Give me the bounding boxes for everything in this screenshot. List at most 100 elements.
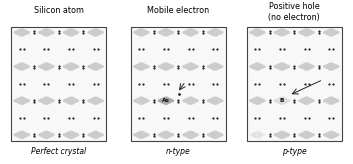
Circle shape	[329, 97, 334, 100]
Circle shape	[88, 100, 93, 102]
Circle shape	[283, 30, 287, 32]
Circle shape	[91, 64, 94, 66]
Circle shape	[186, 30, 195, 34]
Circle shape	[161, 64, 170, 69]
Circle shape	[48, 30, 51, 32]
Circle shape	[213, 34, 218, 36]
Circle shape	[68, 136, 73, 138]
Circle shape	[91, 33, 94, 35]
Circle shape	[329, 63, 334, 65]
Circle shape	[73, 65, 79, 68]
Circle shape	[192, 33, 195, 35]
Circle shape	[163, 97, 168, 100]
Circle shape	[66, 135, 70, 137]
Circle shape	[188, 29, 193, 31]
Circle shape	[44, 34, 49, 36]
Circle shape	[19, 29, 24, 31]
Circle shape	[329, 34, 334, 36]
Circle shape	[24, 65, 29, 68]
Circle shape	[250, 134, 255, 136]
Circle shape	[49, 134, 54, 136]
Circle shape	[277, 99, 281, 100]
Circle shape	[304, 102, 309, 104]
Circle shape	[93, 97, 98, 100]
Circle shape	[327, 64, 336, 69]
Circle shape	[161, 99, 165, 100]
Circle shape	[48, 99, 51, 100]
Circle shape	[253, 133, 256, 134]
Circle shape	[327, 30, 330, 32]
Circle shape	[283, 99, 287, 100]
Circle shape	[277, 64, 281, 66]
Circle shape	[23, 101, 26, 103]
Circle shape	[333, 64, 336, 66]
Circle shape	[68, 34, 73, 36]
Circle shape	[161, 101, 165, 103]
Circle shape	[302, 30, 311, 34]
Circle shape	[259, 33, 262, 35]
Circle shape	[139, 102, 144, 104]
Circle shape	[137, 30, 140, 32]
Circle shape	[42, 67, 45, 69]
Circle shape	[42, 99, 51, 103]
Circle shape	[161, 30, 170, 34]
Circle shape	[304, 136, 309, 138]
Circle shape	[143, 30, 146, 32]
Text: As: As	[162, 98, 170, 103]
Circle shape	[259, 101, 262, 103]
Circle shape	[134, 65, 139, 68]
Circle shape	[329, 131, 334, 134]
Circle shape	[66, 67, 70, 69]
Circle shape	[259, 30, 262, 32]
Circle shape	[210, 99, 214, 100]
Circle shape	[280, 34, 285, 36]
Bar	[131, 27, 226, 141]
Circle shape	[88, 31, 93, 34]
Circle shape	[255, 136, 260, 138]
Circle shape	[280, 136, 285, 138]
Circle shape	[183, 134, 188, 136]
Circle shape	[97, 30, 100, 32]
Circle shape	[218, 134, 223, 136]
Circle shape	[192, 99, 195, 100]
Circle shape	[259, 135, 262, 137]
Circle shape	[259, 64, 262, 66]
Circle shape	[66, 30, 70, 32]
Circle shape	[49, 65, 54, 68]
Circle shape	[250, 65, 255, 68]
Circle shape	[167, 64, 171, 66]
Circle shape	[260, 100, 265, 102]
Circle shape	[97, 33, 100, 35]
Circle shape	[218, 100, 223, 102]
Circle shape	[277, 64, 287, 69]
Circle shape	[213, 68, 218, 70]
Circle shape	[327, 64, 330, 66]
Circle shape	[213, 131, 218, 134]
Circle shape	[19, 131, 24, 134]
Circle shape	[17, 64, 20, 66]
Circle shape	[283, 135, 287, 137]
Circle shape	[66, 133, 70, 134]
Circle shape	[93, 63, 98, 65]
Circle shape	[210, 64, 214, 66]
Circle shape	[24, 100, 29, 102]
Circle shape	[66, 33, 70, 35]
Circle shape	[208, 100, 213, 102]
Circle shape	[250, 31, 255, 34]
Circle shape	[324, 134, 329, 136]
Circle shape	[253, 133, 262, 137]
Circle shape	[14, 65, 19, 68]
Circle shape	[167, 101, 171, 103]
Circle shape	[48, 33, 51, 35]
Circle shape	[334, 65, 339, 68]
Circle shape	[302, 101, 305, 103]
Circle shape	[42, 64, 45, 66]
Circle shape	[161, 30, 165, 32]
Circle shape	[48, 135, 51, 137]
Circle shape	[143, 64, 146, 66]
Circle shape	[302, 64, 305, 66]
Circle shape	[253, 33, 256, 35]
Circle shape	[49, 31, 54, 34]
Circle shape	[308, 64, 311, 66]
Circle shape	[167, 67, 171, 69]
